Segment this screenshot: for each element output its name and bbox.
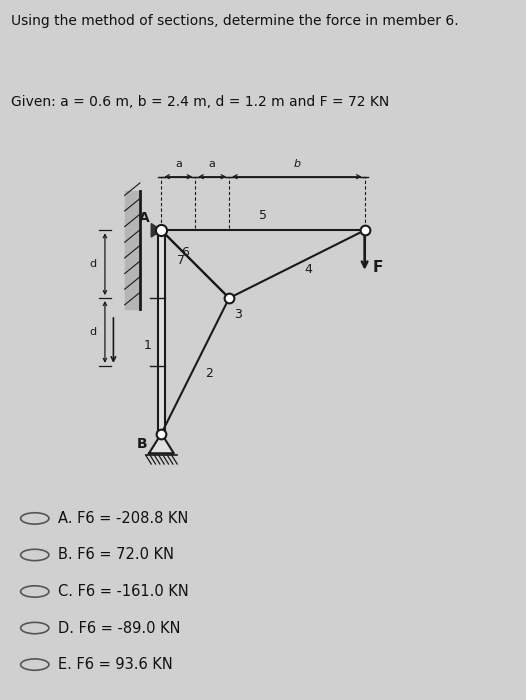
Text: D. F6 = -89.0 KN: D. F6 = -89.0 KN xyxy=(58,620,181,636)
Text: Using the method of sections, determine the force in member 6.: Using the method of sections, determine … xyxy=(11,14,458,28)
Text: d: d xyxy=(89,259,96,270)
Text: 7: 7 xyxy=(177,254,185,267)
Polygon shape xyxy=(158,230,165,433)
Text: b: b xyxy=(294,158,300,169)
Text: F: F xyxy=(373,260,383,274)
Text: 2: 2 xyxy=(206,367,214,380)
Text: 3: 3 xyxy=(234,308,241,321)
Text: Given: a = 0.6 m, b = 2.4 m, d = 1.2 m and F = 72 KN: Given: a = 0.6 m, b = 2.4 m, d = 1.2 m a… xyxy=(11,95,389,109)
Text: 1: 1 xyxy=(144,339,151,352)
Polygon shape xyxy=(151,223,161,237)
Text: 6: 6 xyxy=(181,246,189,259)
Text: a: a xyxy=(175,158,182,169)
Polygon shape xyxy=(125,191,140,309)
Text: E. F6 = 93.6 KN: E. F6 = 93.6 KN xyxy=(58,657,173,672)
Text: a: a xyxy=(209,158,216,169)
Text: A: A xyxy=(139,211,150,225)
Text: C. F6 = -161.0 KN: C. F6 = -161.0 KN xyxy=(58,584,189,599)
Text: B. F6 = 72.0 KN: B. F6 = 72.0 KN xyxy=(58,547,175,563)
Text: B: B xyxy=(137,437,147,451)
Text: A. F6 = -208.8 KN: A. F6 = -208.8 KN xyxy=(58,511,189,526)
Polygon shape xyxy=(149,433,174,454)
Text: 5: 5 xyxy=(259,209,267,222)
Text: 4: 4 xyxy=(304,262,312,276)
Text: d: d xyxy=(89,327,96,337)
